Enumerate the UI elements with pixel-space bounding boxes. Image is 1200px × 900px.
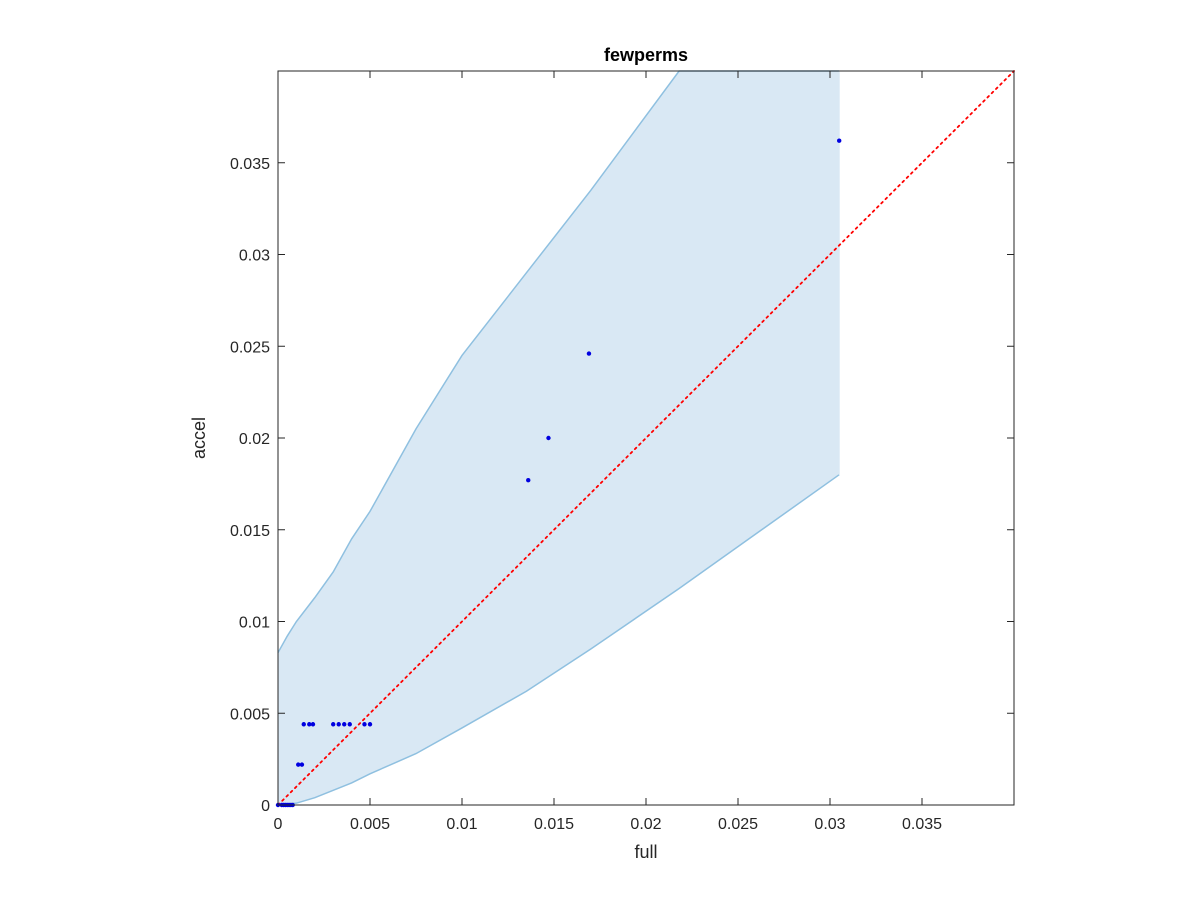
- data-point: [307, 722, 312, 727]
- x-axis-label: full: [634, 842, 657, 862]
- data-point: [342, 722, 347, 727]
- data-point: [336, 722, 341, 727]
- y-axis-label: accel: [189, 417, 209, 459]
- data-point: [347, 722, 352, 727]
- confidence-band: [278, 71, 840, 805]
- y-tick-label: 0.025: [230, 339, 270, 356]
- x-tick-label: 0: [274, 816, 283, 833]
- y-tick-label: 0.02: [239, 431, 270, 448]
- data-point: [367, 722, 373, 727]
- y-tick-label: 0.005: [230, 706, 270, 723]
- data-point: [837, 138, 842, 143]
- band-lower-edge: [277, 474, 840, 806]
- x-tick-label: 0.025: [718, 816, 758, 833]
- chart-title: fewperms: [604, 45, 688, 65]
- x-tick-label: 0.03: [814, 816, 845, 833]
- x-tick-label: 0.01: [446, 816, 477, 833]
- y-tick-label: 0.01: [239, 615, 270, 632]
- data-point: [362, 722, 367, 727]
- data-point: [546, 435, 551, 441]
- identity-reference-line: [277, 70, 1015, 806]
- y-axis-ticks: 0 0.005 0.01 0.015 0.02 0.025 0.03 0.035: [230, 156, 1014, 815]
- plot-area: 0 0.005 0.01 0.015 0.02 0.025 0.03 0.035 0 0.005…: [230, 70, 1015, 833]
- x-tick-label: 0.015: [534, 816, 574, 833]
- data-point: [296, 762, 301, 767]
- x-axis-ticks: 0 0.005 0.01 0.015 0.02 0.025 0.03 0.035: [274, 71, 942, 833]
- x-tick-label: 0.02: [630, 816, 661, 833]
- x-tick-label: 0.035: [902, 816, 942, 833]
- data-point: [586, 351, 592, 356]
- y-tick-label: 0.035: [230, 156, 270, 173]
- data-point: [299, 762, 305, 767]
- y-tick-label: 0: [261, 798, 270, 815]
- data-point: [310, 722, 316, 727]
- data-point: [526, 478, 531, 483]
- x-tick-label: 0.005: [350, 816, 390, 833]
- y-tick-label: 0.015: [230, 523, 270, 540]
- y-tick-label: 0.03: [239, 248, 270, 265]
- band-upper-edge: [277, 70, 840, 654]
- data-point: [301, 722, 306, 727]
- data-point: [331, 722, 336, 727]
